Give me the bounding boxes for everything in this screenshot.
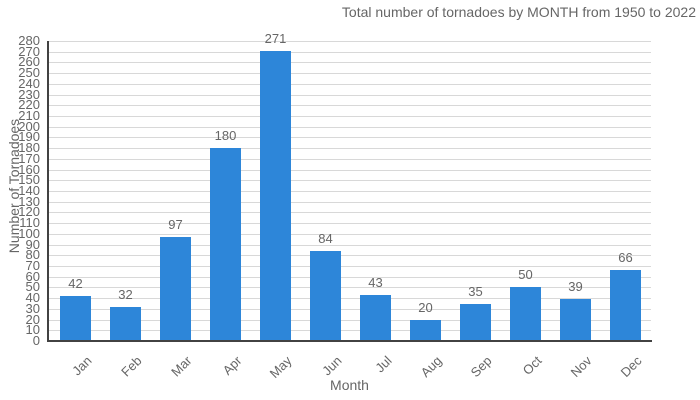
y-tick-label: 0 bbox=[32, 333, 40, 348]
gridline bbox=[49, 191, 651, 192]
bar-value-label: 35 bbox=[468, 283, 483, 299]
gridline bbox=[49, 180, 651, 182]
gridline bbox=[49, 83, 651, 85]
bar-value-label: 66 bbox=[618, 250, 633, 266]
gridline bbox=[49, 158, 651, 160]
y-tick-label: 170 bbox=[18, 150, 40, 166]
y-tick-label: 120 bbox=[18, 204, 40, 220]
gridline bbox=[49, 233, 651, 235]
gridline bbox=[49, 308, 651, 310]
bar-value-label: 43 bbox=[368, 274, 383, 290]
y-tick-label: 280 bbox=[18, 33, 40, 48]
gridline bbox=[49, 319, 651, 321]
y-axis-line bbox=[47, 41, 49, 342]
gridline bbox=[49, 116, 651, 117]
y-tick-label: 40 bbox=[25, 290, 40, 306]
gridline bbox=[49, 255, 651, 257]
y-tick-label: 160 bbox=[18, 161, 40, 177]
bar-value-label: 84 bbox=[318, 231, 333, 246]
bar-nov bbox=[560, 299, 591, 341]
y-tick-label: 70 bbox=[25, 258, 40, 273]
gridline bbox=[49, 201, 651, 203]
bar-apr bbox=[210, 148, 241, 341]
gridline bbox=[49, 73, 651, 75]
gridline bbox=[49, 148, 651, 150]
y-tick-label: 80 bbox=[25, 247, 40, 263]
gridline bbox=[49, 212, 651, 214]
bar-jan bbox=[60, 296, 91, 341]
y-tick-label: 210 bbox=[18, 108, 40, 123]
gridline bbox=[49, 94, 651, 96]
bar-value-label: 50 bbox=[518, 267, 533, 283]
bar-value-label: 39 bbox=[568, 279, 583, 295]
plot-area: 42 32 97 180 271 84 43 20 35 50 39 66 bbox=[48, 31, 651, 341]
gridline bbox=[49, 330, 651, 332]
gridline bbox=[49, 298, 651, 300]
bar-feb bbox=[110, 306, 141, 341]
y-tick-label: 230 bbox=[18, 86, 40, 102]
bar-mar bbox=[160, 237, 191, 341]
gridline bbox=[49, 266, 651, 267]
y-tick-label: 220 bbox=[18, 97, 40, 113]
bar-value-label: 32 bbox=[118, 286, 133, 302]
bar-oct bbox=[510, 287, 541, 341]
gridline bbox=[49, 223, 651, 225]
y-tick-label: 180 bbox=[18, 140, 40, 156]
bar-dec bbox=[610, 270, 641, 341]
y-tick-label: 270 bbox=[18, 43, 40, 59]
x-axis-line bbox=[47, 340, 652, 342]
chart-title: Total number of tornadoes by MONTH from … bbox=[341, 4, 696, 20]
bar-sep bbox=[460, 303, 491, 341]
y-tick-label: 90 bbox=[25, 236, 40, 252]
y-tick-label: 190 bbox=[18, 129, 40, 145]
bar-may bbox=[260, 50, 291, 341]
y-tick-label: 50 bbox=[25, 279, 40, 295]
bar-value-label: 42 bbox=[68, 276, 83, 291]
bar-value-label: 97 bbox=[168, 217, 183, 233]
y-tick-label: 140 bbox=[18, 183, 40, 198]
gridline bbox=[49, 169, 651, 171]
bar-value-label: 271 bbox=[264, 30, 287, 46]
x-axis-title: Month bbox=[330, 377, 369, 393]
y-tick-label: 130 bbox=[18, 193, 40, 209]
y-tick-label: 110 bbox=[19, 215, 40, 231]
y-tick-label: 10 bbox=[25, 322, 40, 338]
y-tick-label: 60 bbox=[25, 268, 40, 284]
y-tick-label: 150 bbox=[18, 172, 40, 188]
gridline bbox=[49, 137, 651, 139]
y-tick-label: 20 bbox=[25, 311, 40, 327]
bar-value-label: 20 bbox=[418, 299, 433, 315]
bar-jun bbox=[310, 251, 341, 341]
gridline bbox=[49, 244, 651, 246]
gridline bbox=[49, 51, 651, 53]
y-axis-tick-labels: 0 10 20 30 40 50 60 70 80 90 100 110 120 130 140 150 160… bbox=[0, 34, 44, 348]
y-tick-label: 250 bbox=[18, 65, 40, 81]
gridline bbox=[49, 126, 651, 128]
y-tick-label: 200 bbox=[18, 118, 40, 134]
y-tick-label: 30 bbox=[25, 300, 40, 316]
gridline bbox=[49, 62, 651, 64]
gridline bbox=[49, 276, 651, 278]
gridline bbox=[49, 105, 651, 107]
bar-jul bbox=[360, 294, 391, 341]
gridline bbox=[49, 287, 651, 289]
bar-aug bbox=[410, 319, 441, 341]
bar-value-label: 180 bbox=[214, 128, 237, 144]
gridline bbox=[49, 41, 651, 42]
y-tick-label: 260 bbox=[18, 54, 40, 70]
y-tick-label: 100 bbox=[18, 225, 40, 241]
y-tick-label: 240 bbox=[18, 75, 40, 91]
